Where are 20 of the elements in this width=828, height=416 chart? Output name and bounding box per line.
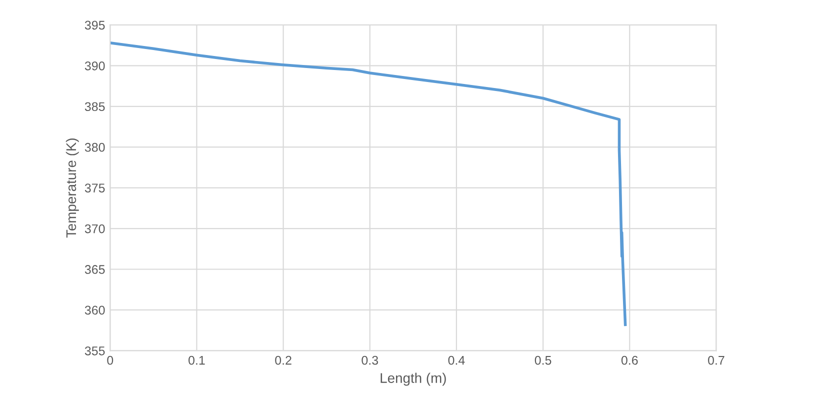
y-tick-label: 360: [84, 306, 105, 315]
x-axis-title: Length (m): [380, 372, 446, 386]
x-tick-label: 0.6: [621, 356, 638, 365]
x-tick-label: 0.3: [362, 356, 378, 365]
x-tick-label: 0.2: [275, 356, 292, 365]
y-tick-label: 390: [84, 61, 105, 70]
x-tick-label: 0.1: [188, 356, 205, 365]
x-tick-label: 0.7: [708, 356, 724, 365]
line-series: [110, 41, 627, 326]
y-tick-label: 385: [84, 102, 105, 112]
y-tick-label: 355: [84, 346, 105, 356]
y-axis-title: Temperature (K): [66, 138, 79, 238]
x-tick-label: 0.5: [534, 356, 552, 365]
x-tick-label: 0: [107, 356, 114, 365]
y-tick-label: 395: [84, 20, 105, 30]
x-tick-label: 0.4: [448, 356, 465, 365]
y-tick-label: 380: [84, 142, 105, 152]
y-tick-label: 375: [84, 184, 105, 192]
y-tick-label: 365: [84, 265, 105, 274]
y-tick-label: 370: [84, 224, 105, 234]
